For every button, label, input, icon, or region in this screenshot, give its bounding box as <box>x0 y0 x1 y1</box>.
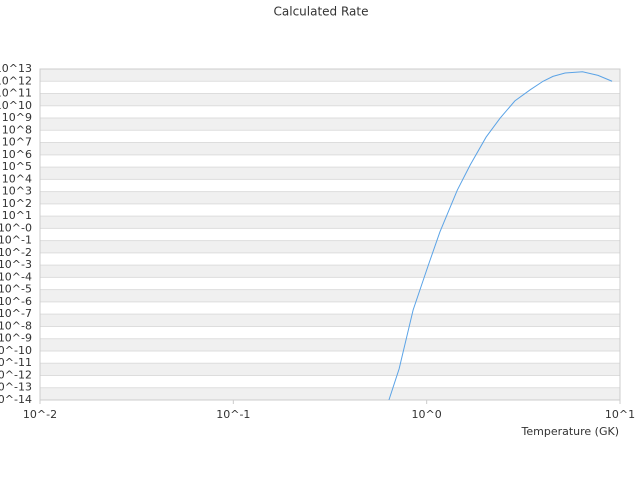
plot-frame <box>39 68 621 401</box>
y-tick-label: 10^-13 <box>0 381 32 394</box>
y-tick-label: 10^4 <box>2 172 32 185</box>
y-tick-label: 10^9 <box>2 111 32 124</box>
y-tick-label: 10^-4 <box>0 270 32 283</box>
grid-band <box>40 265 620 278</box>
y-tick-label: 10^7 <box>2 136 32 149</box>
y-tick-label: 10^-12 <box>0 368 32 381</box>
y-tick-label: 10^-11 <box>0 356 32 369</box>
y-tick-label: 10^13 <box>0 62 32 75</box>
y-tick-label: 10^-0 <box>0 221 32 234</box>
grid-band <box>40 167 620 180</box>
grid-band <box>40 240 620 253</box>
y-tick-label: 10^-10 <box>0 344 32 357</box>
grid-band <box>40 93 620 106</box>
grid-band <box>40 118 620 131</box>
y-tick-label: 10^-5 <box>0 283 32 296</box>
grid-band <box>40 142 620 155</box>
y-tick-label: 10^1 <box>2 209 32 222</box>
y-tick-label: 10^2 <box>2 197 32 210</box>
y-tick-label: 10^-7 <box>0 307 32 320</box>
y-tick-label: 10^-14 <box>0 393 32 406</box>
y-tick-label: 10^-2 <box>0 246 32 259</box>
y-tick-label: 10^10 <box>0 99 32 112</box>
x-tick-label: 10^-1 <box>216 408 250 421</box>
y-tick-label: 10^-8 <box>0 319 32 332</box>
x-tick-label: 10^-2 <box>23 408 57 421</box>
y-tick-label: 10^11 <box>0 87 32 100</box>
x-tick-label: 10^0 <box>412 408 442 421</box>
x-axis-label: Temperature (GK) <box>521 425 620 438</box>
grid-band <box>40 314 620 327</box>
grid-band <box>40 191 620 204</box>
y-tick-label: 10^-3 <box>0 258 32 271</box>
grid-band <box>40 363 620 376</box>
y-tick-label: 10^8 <box>2 123 32 136</box>
y-tick-label: 10^-1 <box>0 234 32 247</box>
y-tick-label: 10^12 <box>0 74 32 87</box>
y-tick-label: 10^6 <box>2 148 32 161</box>
data-line <box>388 71 613 400</box>
grid-band <box>40 216 620 229</box>
grid-band <box>40 387 620 400</box>
grid-band <box>40 338 620 351</box>
grid-band <box>40 289 620 302</box>
y-tick-label: 10^-6 <box>0 295 32 308</box>
chart-title: Calculated Rate <box>274 5 369 19</box>
y-tick-label: 10^5 <box>2 160 32 173</box>
y-tick-label: 10^3 <box>2 185 32 198</box>
y-tick-label: 10^-9 <box>0 332 32 345</box>
x-tick-label: 10^1 <box>605 408 635 421</box>
grid-band <box>40 69 620 82</box>
